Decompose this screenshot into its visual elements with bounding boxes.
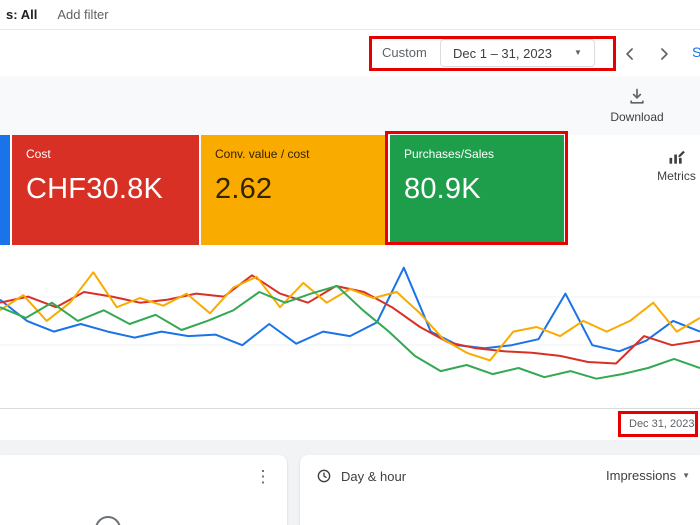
left-panel-card: ⋮	[0, 455, 287, 525]
chart-plot-area	[0, 266, 700, 409]
scorecards-row: Cost CHF30.8K Conv. value / cost 2.62 Pu…	[0, 135, 564, 245]
bottom-panels-section: ⋮ Day & hour Impressions ▼	[0, 440, 700, 525]
metrics-label: Metrics	[657, 169, 696, 183]
x-axis-date-label: Dec 31, 2023	[629, 418, 695, 430]
scorecard-value: CHF30.8K	[26, 173, 163, 205]
metric-select-value: Impressions	[606, 468, 677, 483]
cropped-circle-icon	[95, 516, 121, 525]
scorecard-accent-sliver[interactable]	[0, 135, 10, 245]
next-period-button[interactable]	[650, 40, 678, 68]
date-range-value: Dec 1 – 31, 2023	[453, 45, 553, 61]
timeseries-chart: Dec 31, 2023	[0, 245, 700, 440]
more-options-button[interactable]: ⋮	[254, 467, 272, 486]
download-button[interactable]: Download	[606, 87, 668, 124]
dropdown-arrow-icon: ▼	[574, 48, 582, 57]
day-hour-header: Day & hour	[316, 468, 406, 484]
filter-bar: s: All Add filter	[0, 0, 700, 30]
metrics-button[interactable]: Metrics	[653, 147, 700, 183]
chevron-down-icon: ▼	[682, 470, 690, 480]
scorecard-label: Purchases/Sales	[404, 147, 495, 161]
add-filter-button[interactable]: Add filter	[57, 7, 109, 22]
date-mode-label: Custom	[382, 45, 427, 60]
scorecard-cost[interactable]: Cost CHF30.8K	[12, 135, 199, 245]
clock-icon	[317, 469, 331, 483]
date-range-bar: Custom Dec 1 – 31, 2023 ▼ S	[0, 30, 700, 77]
scorecard-value: 2.62	[215, 173, 273, 205]
chart-toolbar: Download	[0, 76, 700, 135]
show-link-truncated[interactable]: S	[692, 44, 700, 60]
download-label: Download	[610, 110, 664, 124]
scorecard-conv-value-cost[interactable]: Conv. value / cost 2.62	[201, 135, 388, 245]
chevron-right-icon	[661, 48, 668, 60]
chart-line-orange	[0, 271, 700, 362]
status-filter-chip[interactable]: s: All	[6, 7, 38, 22]
download-icon	[630, 88, 644, 104]
chevron-left-icon	[626, 48, 633, 60]
day-hour-title: Day & hour	[341, 468, 407, 484]
metrics-chart-pencil-icon	[669, 150, 685, 164]
scorecard-purchases-sales[interactable]: Purchases/Sales 80.9K	[390, 135, 564, 245]
scorecard-label: Cost	[26, 147, 51, 161]
date-range-select[interactable]: Dec 1 – 31, 2023 ▼	[440, 39, 595, 67]
scorecard-value: 80.9K	[404, 173, 481, 205]
chart-line-blue	[0, 266, 700, 353]
metric-select[interactable]: Impressions ▼	[606, 468, 690, 483]
day-hour-panel-card: Day & hour Impressions ▼	[300, 455, 700, 525]
scorecard-label: Conv. value / cost	[215, 147, 310, 161]
previous-period-button[interactable]	[616, 40, 644, 68]
chart-line-green	[0, 285, 700, 380]
